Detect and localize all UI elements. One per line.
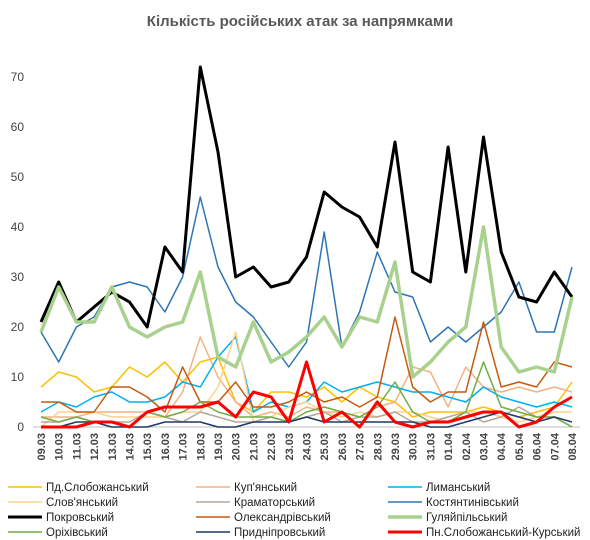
x-tick-label: 17.03 bbox=[178, 433, 190, 461]
legend-label: Придніпровський bbox=[234, 527, 325, 539]
series-line bbox=[39, 225, 574, 379]
x-tick-label: 05.04 bbox=[514, 432, 526, 460]
x-tick-label: 24.03 bbox=[302, 433, 314, 461]
y-tick-label: 0 bbox=[17, 420, 24, 434]
x-tick-label: 20.03 bbox=[231, 433, 243, 461]
x-tick-label: 07.04 bbox=[549, 432, 561, 460]
y-tick-label: 20 bbox=[11, 320, 25, 334]
x-tick-label: 29.03 bbox=[390, 433, 402, 461]
legend-label: Лиманський bbox=[426, 482, 490, 494]
x-tick-label: 16.03 bbox=[160, 433, 172, 461]
x-tick-label: 21.03 bbox=[248, 433, 260, 461]
x-tick-label: 14.03 bbox=[125, 433, 137, 461]
series-line bbox=[41, 360, 573, 429]
legend-label: Гуляйпільський bbox=[426, 512, 507, 524]
legend-label: Краматорський bbox=[234, 497, 315, 509]
series-line bbox=[40, 356, 573, 418]
x-tick-label: 23.03 bbox=[284, 433, 296, 461]
legend-label: Слов'янський bbox=[46, 497, 118, 509]
x-tick-label: 25.03 bbox=[319, 433, 331, 461]
series-line bbox=[40, 196, 573, 368]
x-tick-label: 06.04 bbox=[532, 432, 544, 460]
legend-label: Оріхівський bbox=[46, 527, 108, 539]
legend-label: Костянтинівський bbox=[426, 497, 519, 509]
legend-label: Покровський bbox=[46, 512, 114, 524]
x-tick-label: 27.03 bbox=[355, 433, 367, 461]
y-tick-label: 40 bbox=[11, 220, 25, 234]
series-line bbox=[40, 336, 573, 413]
series-line bbox=[39, 65, 574, 329]
x-tick-label: 18.03 bbox=[195, 433, 207, 461]
legend-label: Пд.Слобожанський bbox=[46, 482, 149, 494]
x-tick-label: 04.04 bbox=[496, 432, 508, 460]
x-tick-label: 03.04 bbox=[479, 432, 491, 460]
y-tick-label: 70 bbox=[11, 70, 25, 84]
legend-label: Пн.Слобожанський-Курський bbox=[426, 527, 580, 539]
y-tick-label: 50 bbox=[11, 170, 25, 184]
chart-title: Кількість російських атак за напрямками bbox=[147, 13, 453, 30]
x-tick-label: 10.03 bbox=[54, 433, 66, 461]
x-tick-label: 11.03 bbox=[71, 433, 83, 460]
legend-label: Куп'янський bbox=[234, 482, 297, 494]
x-tick-label: 19.03 bbox=[213, 433, 225, 461]
y-tick-label: 10 bbox=[11, 370, 25, 384]
x-tick-label: 26.03 bbox=[337, 433, 349, 461]
x-tick-label: 31.03 bbox=[425, 433, 437, 461]
x-tick-label: 15.03 bbox=[142, 433, 154, 461]
y-tick-label: 30 bbox=[11, 270, 25, 284]
x-tick-label: 28.03 bbox=[372, 433, 384, 461]
x-tick-label: 08.04 bbox=[567, 432, 579, 460]
x-tick-label: 01.04 bbox=[443, 432, 455, 460]
x-tick-label: 22.03 bbox=[266, 433, 278, 461]
legend-label: Олександрівський bbox=[234, 512, 331, 524]
x-tick-label: 02.04 bbox=[461, 432, 473, 460]
x-tick-label: 30.03 bbox=[408, 433, 420, 461]
x-tick-label: 12.03 bbox=[89, 433, 101, 461]
y-tick-label: 60 bbox=[11, 120, 25, 134]
x-tick-label: 09.03 bbox=[36, 433, 48, 461]
x-tick-label: 13.03 bbox=[107, 433, 119, 461]
series-line bbox=[41, 316, 573, 413]
